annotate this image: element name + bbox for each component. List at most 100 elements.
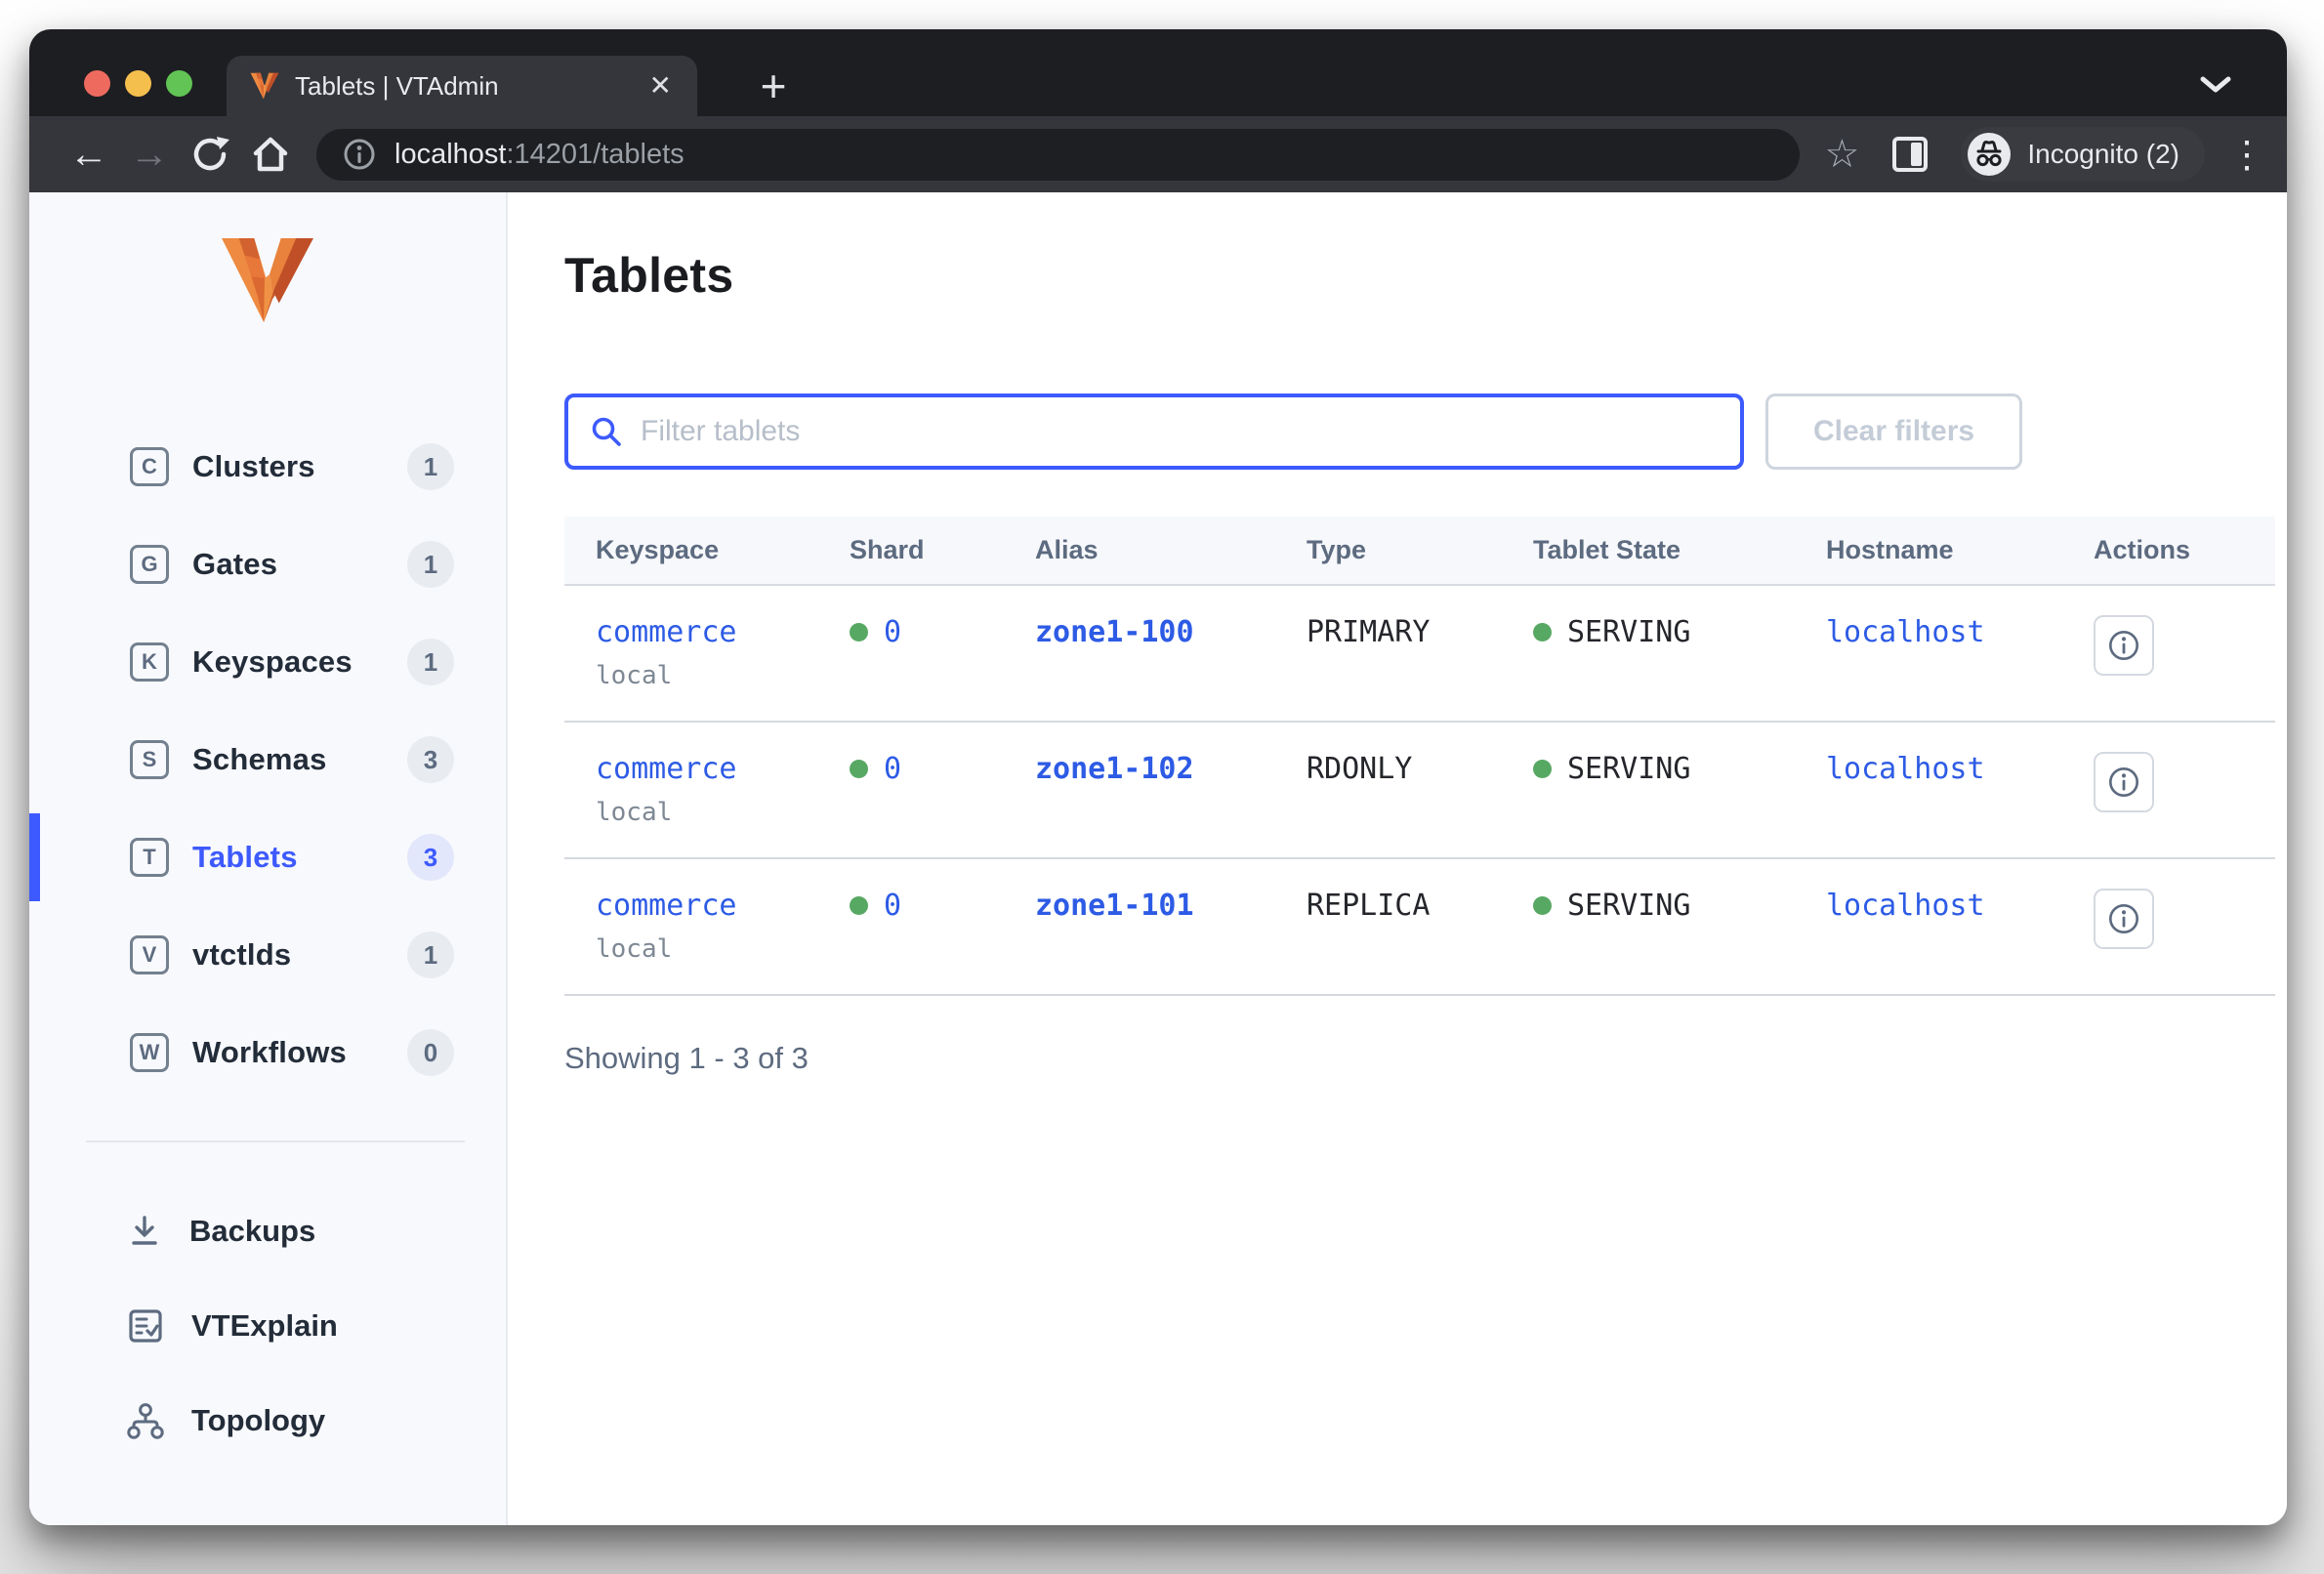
minimize-window-button[interactable] [125, 70, 151, 97]
document-check-icon [129, 1308, 162, 1343]
serving-status-dot [1533, 896, 1552, 915]
keyspace-link[interactable]: commerce [596, 889, 737, 923]
sidebar-item-label: Topology [191, 1402, 326, 1437]
sidebar-item-vtctlds[interactable]: V vtctlds 1 [29, 906, 506, 1004]
column-header-type: Type [1307, 517, 1533, 586]
vitess-favicon [250, 72, 279, 100]
serving-status-dot [1533, 760, 1552, 778]
alias-link[interactable]: zone1-102 [1035, 752, 1194, 786]
sidebar-item-label: Backups [189, 1213, 316, 1248]
incognito-badge: Incognito (2) [1961, 127, 2205, 182]
alias-link[interactable]: zone1-101 [1035, 889, 1194, 923]
url-path: :14201/tablets [506, 138, 685, 170]
shard-link[interactable]: 0 [884, 889, 902, 923]
side-panel-icon[interactable] [1892, 137, 1929, 172]
back-button[interactable]: ← [69, 132, 108, 176]
info-icon [2108, 766, 2139, 798]
sidebar-item-label: Clusters [192, 449, 315, 483]
sidebar-item-gates[interactable]: G Gates 1 [29, 516, 506, 613]
shard-status-dot [850, 623, 868, 642]
count-badge: 1 [407, 932, 454, 978]
sidebar-item-topology[interactable]: Topology [29, 1373, 506, 1468]
url-text: localhost:14201/tablets [394, 139, 685, 171]
sidebar-item-clusters[interactable]: C Clusters 1 [29, 418, 506, 516]
traffic-lights [84, 70, 192, 97]
count-badge: 1 [407, 443, 454, 490]
bookmark-star-icon[interactable]: ☆ [1824, 133, 1860, 176]
site-info-icon[interactable] [342, 137, 377, 172]
tablet-type: REPLICA [1307, 889, 1431, 923]
sidebar-item-tablets[interactable]: T Tablets 3 [29, 808, 506, 906]
hostname-link[interactable]: localhost [1826, 615, 1985, 649]
column-header-hostname: Hostname [1826, 517, 2094, 586]
filter-input-wrapper [564, 394, 1744, 470]
browser-window: Tablets | VTAdmin ✕ + ← → [29, 29, 2287, 1525]
hostname-link[interactable]: localhost [1826, 889, 1985, 923]
serving-status-dot [1533, 623, 1552, 642]
shard-link[interactable]: 0 [884, 752, 902, 786]
column-header-actions: Actions [2094, 517, 2275, 586]
sidebar-item-keyspaces[interactable]: K Keyspaces 1 [29, 613, 506, 711]
zoom-window-button[interactable] [166, 70, 192, 97]
tablet-info-button[interactable] [2094, 889, 2154, 949]
table-row: commerce local 0 zone1-102 RDONLY SERVIN… [564, 722, 2275, 859]
cluster-name: local [596, 798, 673, 827]
sidebar-item-workflows[interactable]: W Workflows 0 [29, 1004, 506, 1101]
forward-button[interactable]: → [130, 132, 169, 176]
sidebar-item-backups[interactable]: Backups [29, 1183, 506, 1278]
home-button[interactable] [240, 134, 301, 175]
results-summary: Showing 1 - 3 of 3 [564, 1041, 809, 1075]
tab-search-chevron-icon[interactable] [2199, 75, 2232, 95]
keyspace-link[interactable]: commerce [596, 752, 737, 786]
count-badge: 3 [407, 834, 454, 881]
vitess-logo [222, 237, 313, 323]
sidebar: C Clusters 1 G Gates 1 K Keyspaces 1 [29, 192, 508, 1525]
alias-link[interactable]: zone1-100 [1035, 615, 1194, 649]
sidebar-item-label: Schemas [192, 742, 327, 776]
filter-row: Clear filters [564, 394, 2287, 470]
shard-link[interactable]: 0 [884, 615, 902, 649]
browser-menu-icon[interactable]: ⋮ [2228, 134, 2265, 176]
count-badge: 1 [407, 639, 454, 685]
tablets-table: Keyspace Shard Alias Type Tablet State H… [564, 517, 2275, 996]
page-title: Tablets [564, 248, 734, 303]
sidebar-item-label: Gates [192, 547, 278, 581]
tablet-type: PRIMARY [1307, 615, 1431, 649]
incognito-label: Incognito (2) [2027, 139, 2179, 169]
gates-icon: G [130, 545, 169, 584]
sidebar-nav: C Clusters 1 G Gates 1 K Keyspaces 1 [29, 418, 506, 1101]
table-row: commerce local 0 zone1-100 PRIMARY SERVI… [564, 585, 2275, 723]
tab-strip: Tablets | VTAdmin ✕ + [29, 29, 2287, 116]
tablets-icon: T [130, 838, 169, 877]
tablet-type: RDONLY [1307, 752, 1413, 786]
download-icon [132, 1215, 157, 1245]
sidebar-item-schemas[interactable]: S Schemas 3 [29, 711, 506, 808]
table-row: commerce local 0 zone1-101 REPLICA SERVI… [564, 858, 2275, 996]
close-tab-icon[interactable]: ✕ [648, 70, 672, 101]
tablet-info-button[interactable] [2094, 752, 2154, 812]
sidebar-item-vtexplain[interactable]: VTExplain [29, 1278, 506, 1373]
reload-button[interactable] [180, 134, 240, 175]
search-icon [592, 417, 621, 446]
new-tab-button[interactable]: + [760, 61, 787, 111]
tablet-state: SERVING [1567, 889, 1691, 923]
keyspace-link[interactable]: commerce [596, 615, 737, 649]
browser-tab[interactable]: Tablets | VTAdmin ✕ [227, 56, 697, 116]
column-header-tablet-state: Tablet State [1533, 517, 1826, 586]
page-content: C Clusters 1 G Gates 1 K Keyspaces 1 [29, 192, 2287, 1525]
sidebar-item-label: VTExplain [191, 1307, 338, 1343]
tablet-state: SERVING [1567, 752, 1691, 786]
tab-title: Tablets | VTAdmin [295, 70, 499, 101]
tablet-info-button[interactable] [2094, 615, 2154, 676]
info-icon [2108, 903, 2139, 934]
url-bar[interactable]: localhost:14201/tablets [316, 128, 1800, 181]
hostname-link[interactable]: localhost [1826, 752, 1985, 786]
keyspaces-icon: K [130, 642, 169, 682]
clear-filters-button[interactable]: Clear filters [1765, 394, 2023, 470]
info-icon [2108, 630, 2139, 661]
filter-tablets-input[interactable] [641, 415, 1719, 448]
close-window-button[interactable] [84, 70, 110, 97]
count-badge: 0 [407, 1029, 454, 1076]
cluster-name: local [596, 661, 673, 690]
